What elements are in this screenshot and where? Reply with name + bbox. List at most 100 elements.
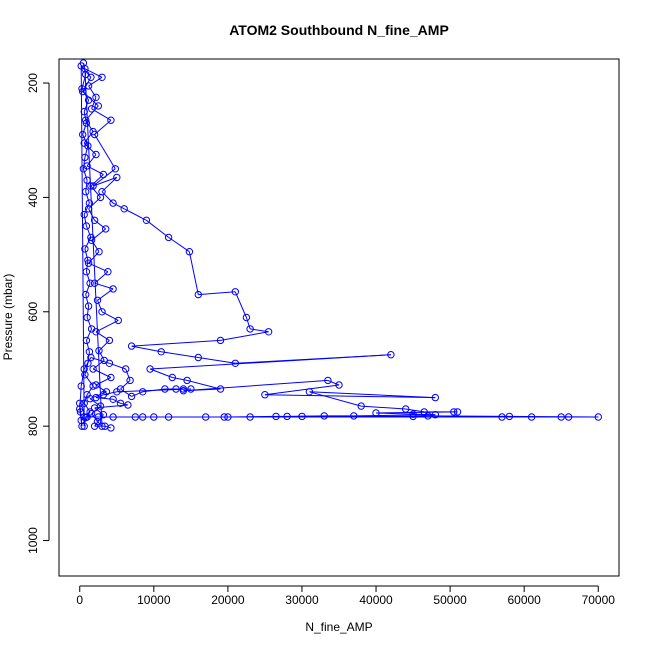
series-segment: [94, 407, 104, 416]
data-point: [335, 381, 343, 389]
data-point: [150, 413, 158, 421]
series-segment: [161, 351, 199, 358]
series-segment: [264, 394, 436, 399]
data-point: [84, 256, 92, 264]
data-point: [261, 391, 269, 399]
data-point: [124, 401, 132, 409]
data-point: [78, 85, 86, 93]
data-point: [84, 82, 93, 90]
data-point: [105, 336, 114, 345]
series-segment: [146, 219, 169, 238]
data-point: [109, 285, 117, 293]
data-point: [116, 399, 125, 407]
data-point: [185, 248, 194, 256]
series-lines: [79, 62, 599, 429]
y-tick-label: 400: [26, 187, 40, 207]
series-segment: [83, 357, 92, 370]
data-point: [84, 359, 92, 367]
data-point: [420, 408, 428, 416]
series-segment: [95, 384, 107, 393]
series-segment: [131, 339, 221, 347]
data-point: [83, 413, 91, 421]
data-point: [283, 412, 291, 421]
data-point: [109, 413, 117, 421]
y-tick-label: 1000: [26, 527, 40, 554]
data-point: [87, 105, 96, 113]
data-point: [272, 412, 280, 421]
data-point: [90, 422, 99, 430]
data-point: [82, 268, 91, 276]
data-point: [92, 93, 100, 102]
data-point: [84, 302, 93, 310]
data-point: [387, 351, 395, 359]
data-point: [202, 413, 210, 421]
data-point: [246, 413, 254, 421]
series-segment: [353, 414, 436, 417]
x-tick-label: 40000: [359, 593, 393, 607]
series-segment: [84, 145, 89, 158]
data-point: [120, 205, 128, 213]
series-segment: [82, 168, 88, 181]
series-segment: [86, 385, 94, 395]
data-point: [79, 130, 87, 139]
x-tick-label: 60000: [507, 593, 541, 607]
data-point: [157, 348, 165, 356]
x-tick-label: 10000: [137, 593, 171, 607]
data-point: [305, 388, 314, 396]
data-point: [122, 365, 130, 373]
data-point: [194, 290, 203, 299]
data-point: [89, 365, 97, 373]
series-segment: [150, 354, 391, 370]
series-segment: [83, 403, 91, 413]
series-segment: [101, 191, 114, 204]
data-point: [87, 233, 95, 242]
series-segment: [85, 119, 94, 132]
data-point: [98, 422, 106, 430]
data-point: [82, 116, 90, 124]
data-point: [172, 385, 180, 393]
series-segment: [509, 415, 599, 418]
data-point: [102, 225, 110, 233]
data-point: [594, 413, 602, 421]
data-point: [107, 373, 115, 382]
data-point: [216, 336, 225, 345]
series-segment: [91, 413, 98, 422]
series-segment: [84, 363, 89, 375]
data-point: [76, 408, 85, 416]
data-point: [104, 268, 112, 276]
series-segment: [86, 154, 97, 167]
series-segment: [112, 202, 125, 210]
data-point: [87, 182, 95, 190]
data-point: [77, 382, 85, 390]
data-point: [76, 405, 84, 413]
series-segment: [82, 122, 87, 135]
series-segment: [149, 368, 173, 378]
data-point: [127, 392, 136, 401]
data-point: [183, 376, 191, 385]
series-segment: [85, 225, 92, 238]
series-segment: [94, 219, 107, 230]
data-point: [161, 385, 169, 393]
data-point: [320, 412, 328, 420]
series-segment: [84, 237, 92, 250]
data-point: [92, 150, 100, 159]
x-axis-label: N_fine_AMP: [305, 620, 372, 634]
data-point: [82, 222, 91, 230]
series-segment: [95, 331, 110, 341]
y-axis-label: Pressure (mbar): [1, 274, 15, 361]
data-point: [131, 413, 140, 421]
data-point: [79, 87, 87, 96]
data-point: [114, 316, 123, 325]
data-point: [264, 328, 273, 336]
data-point: [84, 96, 93, 104]
series-segment: [84, 248, 89, 261]
series-segment: [375, 412, 414, 415]
data-point: [564, 413, 573, 421]
data-point: [98, 308, 106, 316]
data-point: [77, 416, 85, 425]
data-point: [431, 411, 439, 419]
series-segment: [198, 357, 236, 364]
data-point: [164, 233, 173, 242]
chart-title: ATOM2 Southbound N_fine_AMP: [229, 22, 449, 38]
data-point: [527, 413, 536, 421]
